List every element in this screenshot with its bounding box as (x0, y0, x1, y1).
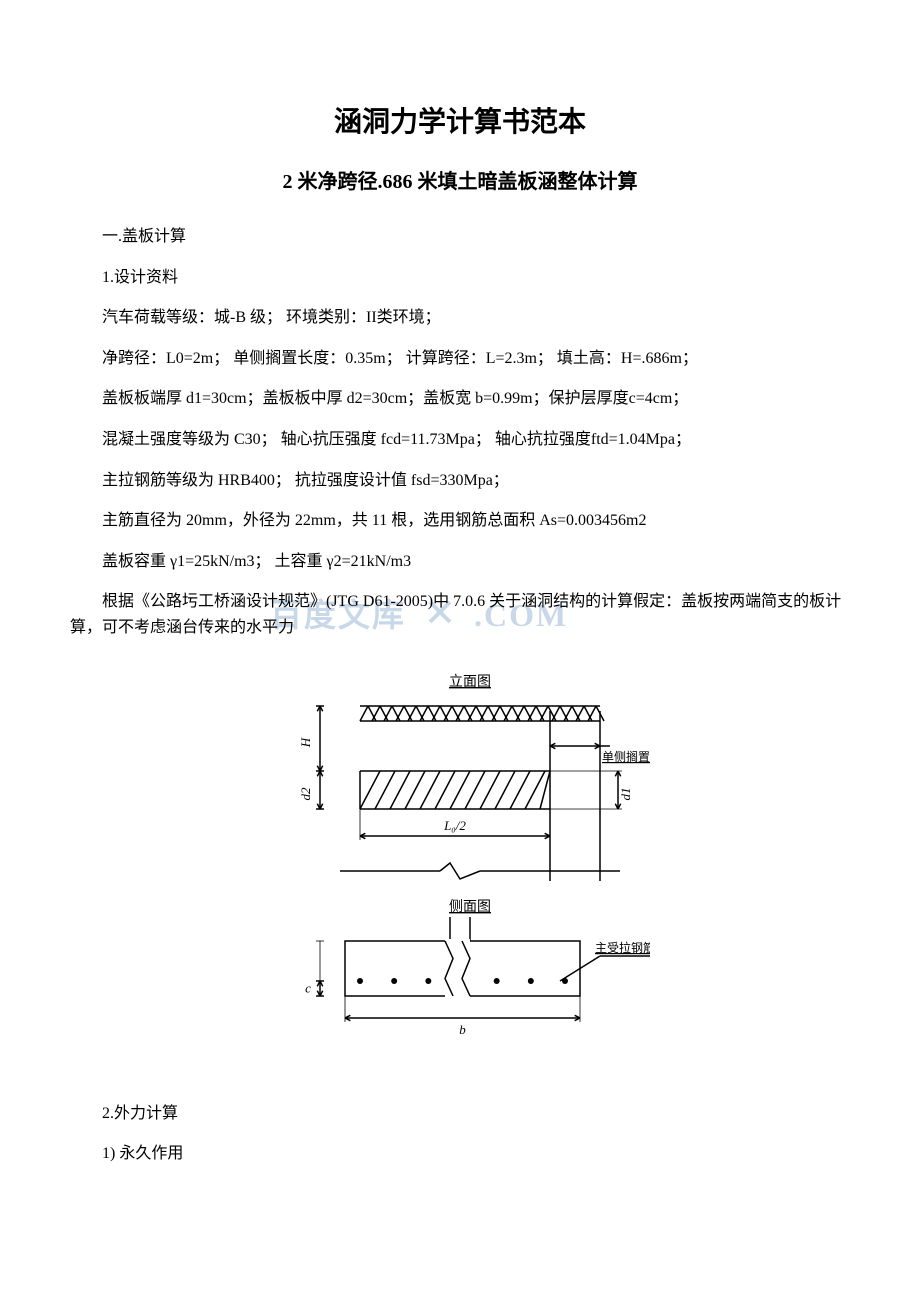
section-9: 盖板容重 γ1=25kN/m3； 土容重 γ2=21kN/m3 (70, 549, 850, 575)
section-1: 一.盖板计算 (70, 224, 850, 250)
section-8: 主筋直径为 20mm，外径为 22mm，共 11 根，选用钢筋总面积 As=0.… (70, 508, 850, 534)
section-10: 根据《公路圬工桥涵设计规范》(JTG D61-2005)中 7.0.6 关于涵洞… (70, 589, 850, 640)
svg-text:c: c (305, 980, 311, 995)
section-3: 汽车荷载等级：城-B 级； 环境类别：II类环境； (70, 305, 850, 331)
svg-text:H: H (298, 737, 313, 748)
section-11: 2.外力计算 (70, 1101, 850, 1127)
svg-text:b: b (459, 1022, 466, 1037)
svg-text:单侧搁置长度: 单侧搁置长度 (602, 749, 650, 764)
structural-diagram: 立面图单侧搁置长度 Hd2 d1 L₀/2 侧面图主受拉钢筋 c b (270, 661, 650, 1071)
section-2: 1.设计资料 (70, 265, 850, 291)
svg-text:d1: d1 (618, 787, 633, 800)
svg-text:d2: d2 (298, 787, 313, 801)
section-4: 净跨径：L0=2m； 单侧搁置长度：0.35m； 计算跨径：L=2.3m； 填土… (70, 346, 850, 372)
svg-text:L₀/2: L₀/2 (443, 818, 466, 833)
section-12: 1) 永久作用 (70, 1141, 850, 1167)
page-title: 涵洞力学计算书范本 (70, 100, 850, 140)
svg-text:侧面图: 侧面图 (449, 899, 491, 915)
section-7: 主拉钢筋等级为 HRB400； 抗拉强度设计值 fsd=330Mpa； (70, 468, 850, 494)
svg-text:立面图: 立面图 (449, 674, 491, 690)
section-5: 盖板板端厚 d1=30cm；盖板板中厚 d2=30cm；盖板宽 b=0.99m；… (70, 386, 850, 412)
page-subtitle: 2 米净跨径.686 米填土暗盖板涵整体计算 (70, 165, 850, 194)
svg-text:主受拉钢筋: 主受拉钢筋 (595, 940, 650, 955)
section-6: 混凝土强度等级为 C30； 轴心抗压强度 fcd=11.73Mpa； 轴心抗拉强… (70, 427, 850, 453)
diagram-container: 立面图单侧搁置长度 Hd2 d1 L₀/2 侧面图主受拉钢筋 c b (70, 661, 850, 1076)
